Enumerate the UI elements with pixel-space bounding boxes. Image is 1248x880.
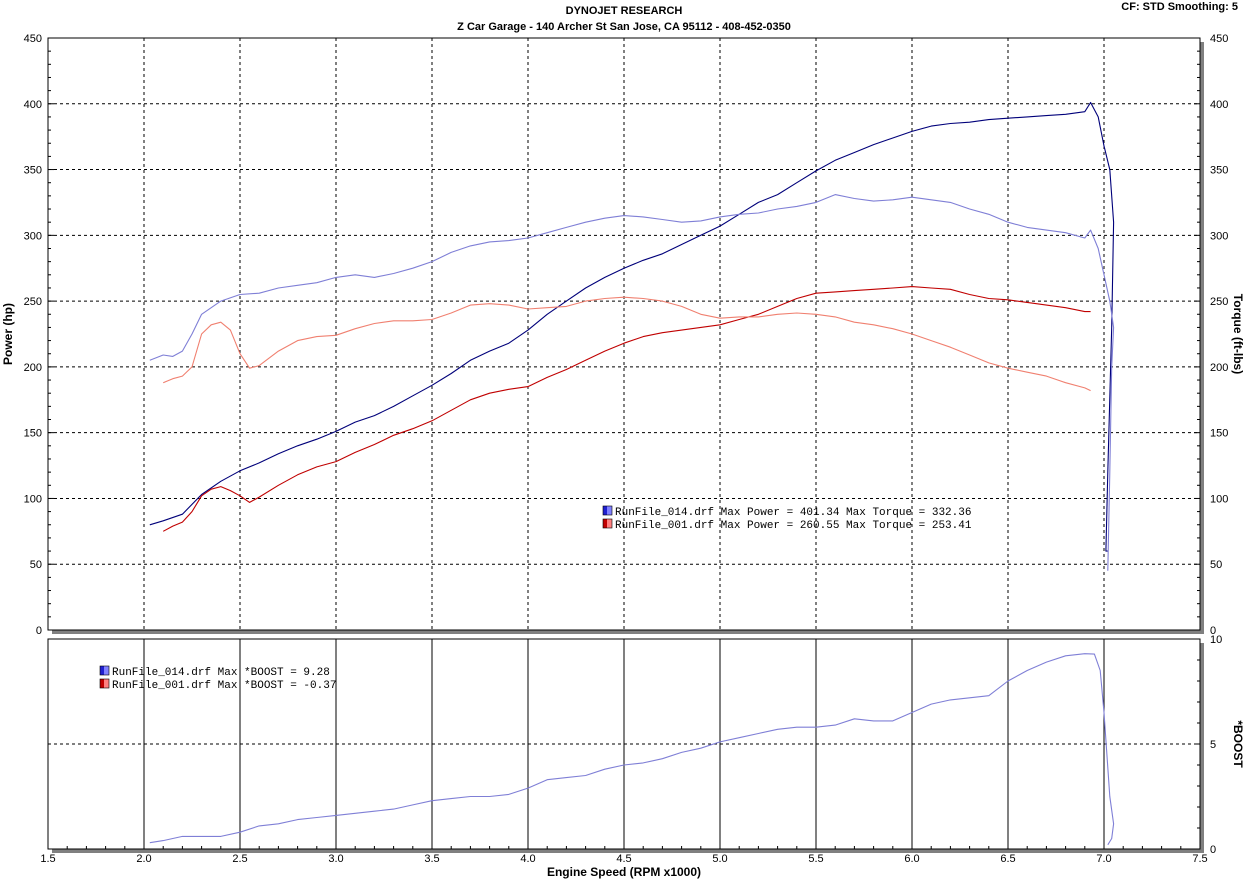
torque-tick-label: 400 <box>1210 99 1228 111</box>
torque-tick-label: 200 <box>1210 362 1228 374</box>
rpm-tick-label: 3.0 <box>328 853 343 865</box>
legend-swatch-dark <box>100 679 104 688</box>
settings-label: CF: STD Smoothing: 5 <box>1121 1 1238 13</box>
legend-entry: RunFile_001.drf Max *BOOST = -0.37 <box>112 680 336 692</box>
boost-grid <box>48 639 1200 849</box>
legend-swatch-light <box>104 679 109 688</box>
power-legend: RunFile_014.drf Max Power = 401.34 Max T… <box>602 505 972 532</box>
legend-swatch-dark <box>603 519 607 528</box>
boost-panel: 0 5 10 RunFile_014.drf Max *BOOST = 9.28Ru… <box>47 634 1245 856</box>
legend-entry: RunFile_014.drf Max *BOOST = 9.28 <box>112 667 330 679</box>
torque-tick-label: 250 <box>1210 296 1228 308</box>
legend-swatch-light <box>607 506 612 515</box>
power-tick-label: 450 <box>24 33 42 45</box>
run001-power-line <box>162 286 1091 532</box>
boost-axis-label: *BOOST <box>1231 720 1245 768</box>
rpm-tick-label: 2.5 <box>232 853 247 865</box>
power-tick-label: 50 <box>30 559 42 571</box>
legend-swatch-border <box>602 505 613 516</box>
rpm-tick-labels: 1.5 2.0 2.5 3.0 3.5 4.0 4.5 5.0 5.5 6.0 6.5 7.0 7.5 <box>40 843 1208 865</box>
boost-tick-label: 10 <box>1210 634 1222 646</box>
power-grid <box>48 38 1200 630</box>
power-tick-label: 400 <box>24 99 42 111</box>
run014-boost-line <box>149 653 1115 846</box>
power-tick-label: 200 <box>24 362 42 374</box>
power-tick-label: 300 <box>24 230 42 242</box>
torque-tick-label: 150 <box>1210 428 1228 440</box>
torque-tick-label: 100 <box>1210 493 1228 505</box>
power-tick-label: 100 <box>24 493 42 505</box>
rpm-tick-label: 1.5 <box>40 853 55 865</box>
power-tick-label: 350 <box>24 165 42 177</box>
power-tick-labels: 0 0 50 50 100 100 150 150 200 200 250 250 300 300 350 3… <box>24 33 1229 637</box>
legend-swatch-dark <box>603 506 607 515</box>
power-tick-label: 150 <box>24 428 42 440</box>
rpm-tick-label: 4.0 <box>520 853 535 865</box>
boost-legend: RunFile_014.drf Max *BOOST = 9.28RunFile… <box>99 665 336 692</box>
legend-swatch-light <box>104 666 109 675</box>
legend-swatch-border <box>99 678 110 689</box>
power-torque-series <box>149 101 1115 571</box>
legend-swatch-border <box>602 518 613 529</box>
legend-swatch-dark <box>100 666 104 675</box>
rpm-tick-label: 7.0 <box>1096 853 1111 865</box>
legend-swatch-light <box>607 519 612 528</box>
rpm-tick-label: 6.0 <box>904 853 919 865</box>
run014-torque-line <box>149 194 1115 571</box>
boost-tick-labels: 0 5 10 <box>1194 634 1222 856</box>
rpm-tick-label: 5.0 <box>712 853 727 865</box>
torque-axis-label: Torque (ft-lbs) <box>1231 294 1245 374</box>
boost-tick-label: 0 <box>1210 844 1216 856</box>
legend-entry: RunFile_014.drf Max Power = 401.34 Max T… <box>615 507 971 519</box>
legend-swatch-border <box>99 665 110 676</box>
power-tick-label: 250 <box>24 296 42 308</box>
chart-title: DYNOJET RESEARCH <box>566 5 683 17</box>
rpm-tick-label: 7.5 <box>1192 853 1207 865</box>
legend-entry: RunFile_001.drf Max Power = 260.55 Max T… <box>615 520 972 532</box>
rpm-tick-label: 4.5 <box>616 853 631 865</box>
torque-tick-label: 350 <box>1210 165 1228 177</box>
rpm-tick-label: 2.0 <box>136 853 151 865</box>
rpm-tick-label: 6.5 <box>1000 853 1015 865</box>
torque-tick-label: 0 <box>1210 625 1216 637</box>
rpm-tick-label: 3.5 <box>424 853 439 865</box>
torque-tick-label: 50 <box>1210 559 1222 571</box>
power-axis-label: Power (hp) <box>1 303 15 365</box>
boost-tick-label: 5 <box>1210 739 1216 751</box>
torque-tick-label: 450 <box>1210 33 1228 45</box>
torque-tick-label: 300 <box>1210 230 1228 242</box>
run014-power-line <box>149 101 1115 552</box>
power-tick-label: 0 <box>36 625 42 637</box>
power-torque-panel: 0 0 50 50 100 100 150 150 200 200 250 250 300 300 350 3… <box>1 33 1245 637</box>
boost-series <box>149 653 1115 846</box>
run001-torque-line <box>162 296 1091 392</box>
chart-subtitle: Z Car Garage - 140 Archer St San Jose, C… <box>457 21 791 33</box>
rpm-axis-label: Engine Speed (RPM x1000) <box>547 865 701 879</box>
rpm-tick-label: 5.5 <box>808 853 823 865</box>
